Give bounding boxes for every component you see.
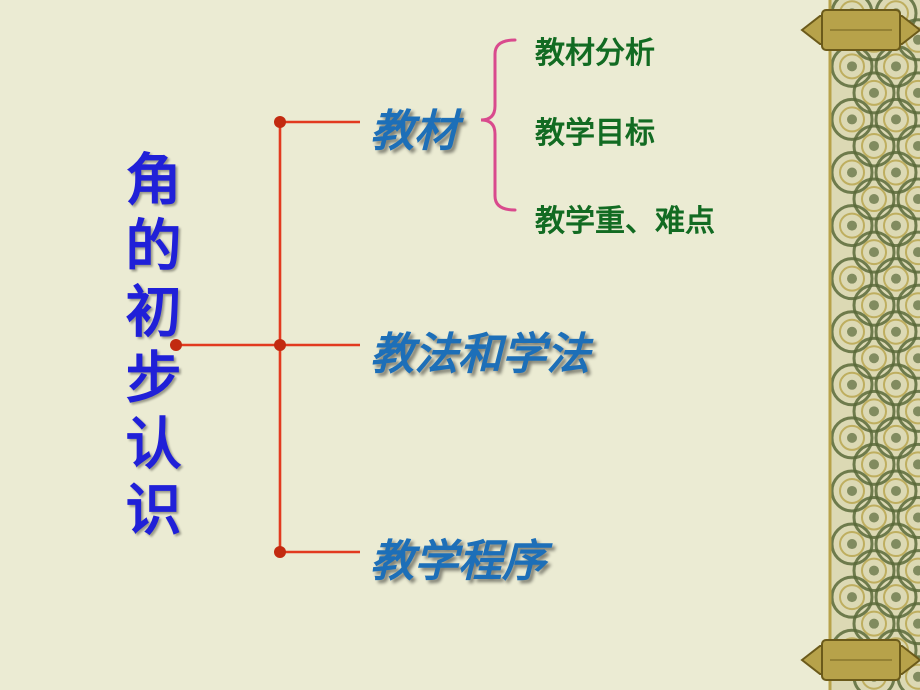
branch-chengxu: 教学程序 [370,525,546,589]
content-layer: 角的初步认识 教材 教法和学法 教学程序 教材分析 教学目标 教学重、难点 [0,0,920,690]
main-title: 角的初步认识 [108,150,189,556]
branch-jiaocai: 教材 [370,95,458,159]
branch-jiaofa: 教法和学法 [370,318,590,382]
leaf-fenxi: 教材分析 [535,28,655,72]
leaf-mubiao: 教学目标 [535,108,655,152]
leaf-zhongnan: 教学重、难点 [535,196,715,240]
slide: 角的初步认识 教材 教法和学法 教学程序 教材分析 教学目标 教学重、难点 [0,0,920,690]
